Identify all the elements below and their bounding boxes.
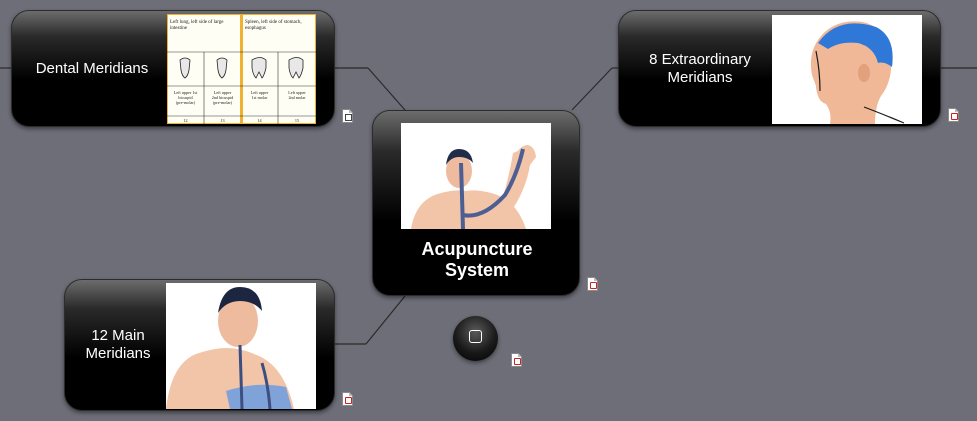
node-dental-meridians-label: Dental Meridians (35, 59, 149, 77)
main-meridian-image (166, 283, 316, 409)
tooth-15-label-a: Left upper (288, 90, 306, 95)
tooth-14-icon (251, 57, 267, 79)
node-dental-meridians[interactable]: Dental Meridians Left lung, left side of… (11, 10, 335, 127)
tooth-13-number: 13 (220, 118, 224, 123)
connector-extraordinary (571, 67, 613, 111)
tooth-14-label-a: Left upper (251, 90, 269, 95)
tooth-12-label-c: (pre-molar) (176, 100, 196, 105)
node-extraordinary-meridians[interactable]: 8 Extraordinary Meridians (618, 10, 941, 127)
central-label: Acupuncture System (421, 238, 533, 280)
tooth-12-label-a: Left upper 1st (174, 90, 198, 95)
pdf-attachment-icon-extraordinary[interactable] (948, 108, 959, 122)
main-figure (166, 283, 316, 409)
tooth-14-number: 14 (257, 118, 262, 123)
tooth-15-number: 15 (295, 118, 299, 123)
tooth-13-icon (216, 57, 228, 79)
pdf-attachment-icon-main[interactable] (342, 392, 353, 406)
node-main-meridians-label: 12 Main Meridians (85, 327, 151, 362)
pdf-attachment-icon-floating[interactable] (511, 353, 522, 367)
pdf-attachment-icon[interactable] (587, 277, 598, 291)
dental-header-right-2: esophagus (245, 26, 266, 31)
square-icon (469, 330, 482, 343)
dental-header-left: Left lung, left side of large (170, 20, 224, 25)
node-central-acupuncture-system[interactable]: Acupuncture System (372, 110, 580, 296)
tooth-15-icon (288, 57, 304, 79)
central-meridian-image (401, 123, 551, 229)
tooth-15-label-b: 2nd molar (288, 95, 306, 100)
connector-main (365, 295, 406, 345)
central-figure (401, 123, 551, 229)
tooth-13-label-c: (pre-molar) (213, 100, 233, 105)
tooth-14-label-b: 1st molar (252, 95, 268, 100)
extraordinary-meridian-image (772, 15, 922, 124)
tooth-12-icon (179, 57, 191, 79)
extraordinary-figure (772, 15, 922, 124)
dental-header-left-2: intestine (170, 26, 188, 31)
connector-dental-diagonal (367, 67, 406, 111)
dental-chart-figure: Left lung, left side of large intestine … (167, 14, 316, 124)
tooth-13-label-b: 2nd bicuspid (212, 95, 234, 100)
tooth-13-label-a: Left upper (214, 90, 232, 95)
node-extraordinary-meridians-label: 8 Extraordinary Meridians (649, 50, 751, 86)
node-main-meridians[interactable]: 12 Main Meridians (64, 279, 335, 411)
dental-chart-image: Left lung, left side of large intestine … (167, 14, 316, 124)
tooth-12-label-b: bicuspid (178, 95, 193, 100)
document-attachment-icon[interactable] (342, 109, 353, 123)
tooth-12-number: 12 (183, 118, 187, 123)
dental-header-right: Spleen, left side of stomach, (245, 20, 302, 25)
floating-node-button[interactable] (453, 316, 498, 361)
